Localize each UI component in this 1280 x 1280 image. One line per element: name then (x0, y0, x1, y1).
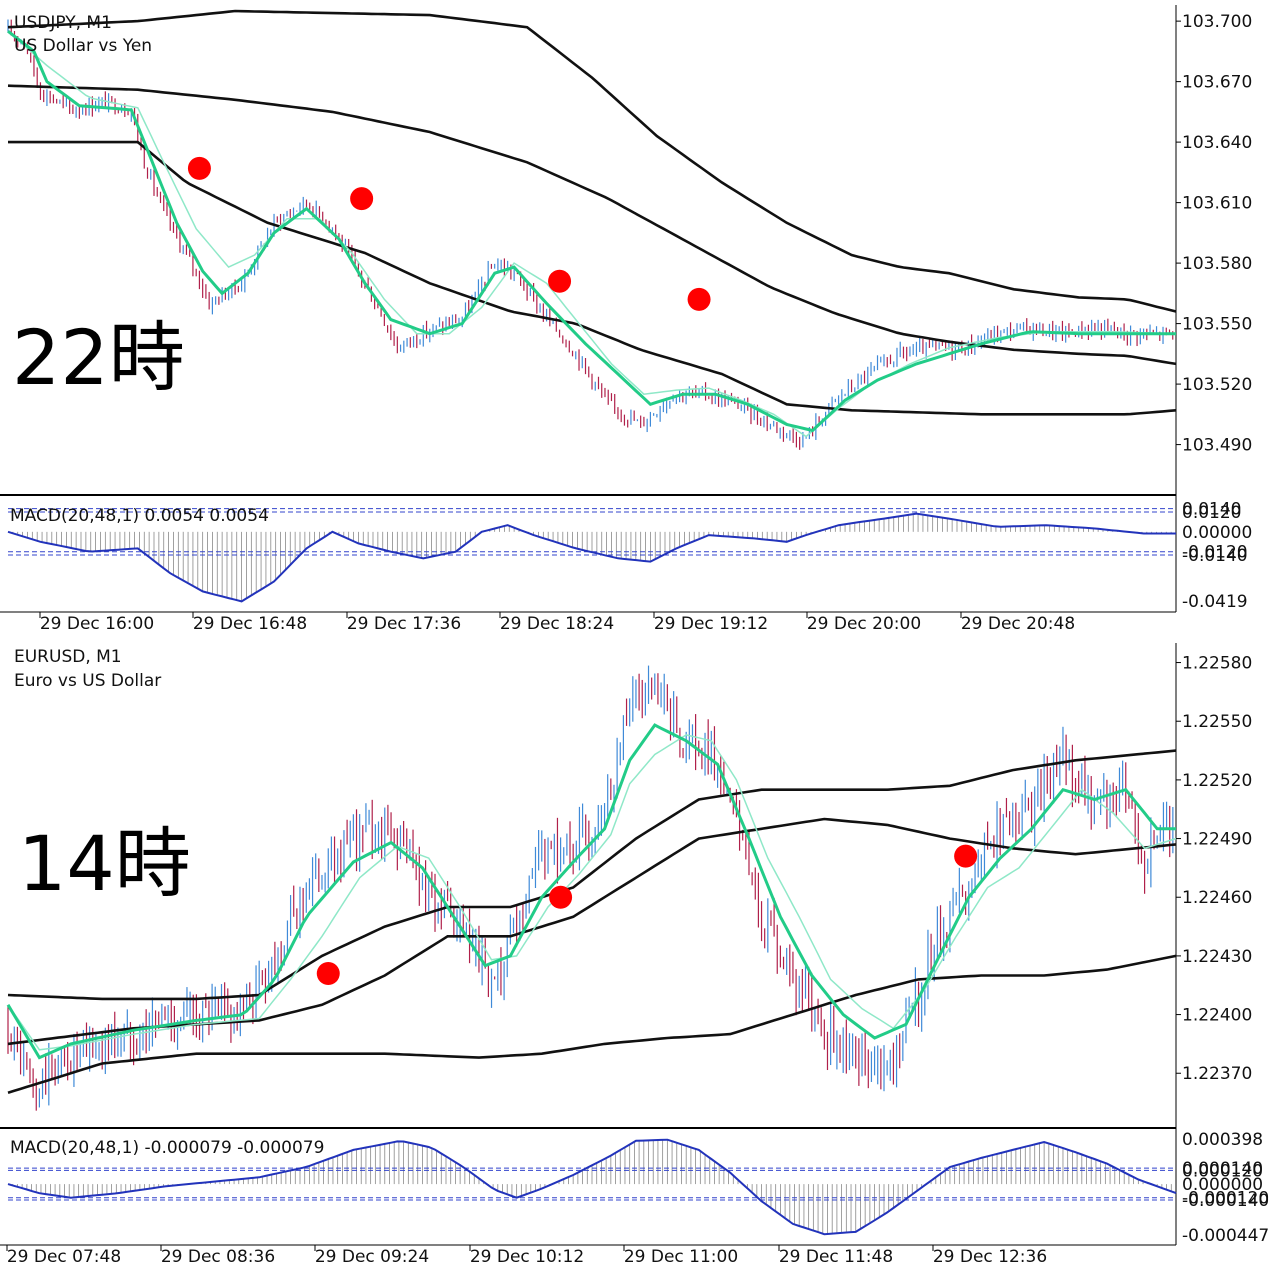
macd-y-tick-label: 0.00000 (1182, 523, 1252, 543)
x-tick-label: 29 Dec 18:24 (500, 614, 614, 634)
macd-signal-line (7, 512, 1176, 603)
macd-y-tick-label: -0.000140 (1182, 1191, 1269, 1211)
symbol-description: US Dollar vs Yen (14, 36, 152, 56)
macd-histogram (12, 1139, 1172, 1234)
signal-dot (187, 156, 211, 180)
y-tick-label: 103.550 (1182, 315, 1252, 335)
signal-dot (350, 187, 374, 211)
x-tick-label: 29 Dec 20:00 (807, 614, 921, 634)
macd-y-tick-label: -0.0120 (1182, 543, 1248, 563)
y-tick-label: 103.700 (1182, 12, 1252, 32)
macd-y-tick-label: -0.000447 (1182, 1226, 1269, 1246)
symbol-description: Euro vs US Dollar (14, 671, 161, 691)
x-tick-label: 29 Dec 09:24 (315, 1247, 429, 1267)
y-tick-label: 103.580 (1182, 254, 1252, 274)
band-upper-line (7, 749, 1177, 1001)
x-tick-label: 29 Dec 10:12 (470, 1247, 584, 1267)
y-tick-label: 1.22550 (1182, 712, 1252, 732)
signal-dot (549, 885, 573, 909)
macd-y-tick-label: 0.0140 (1182, 500, 1241, 520)
x-tick-label: 29 Dec 12:36 (933, 1247, 1047, 1267)
y-tick-label: 103.610 (1182, 194, 1252, 214)
chart-panel-1: 103.700 103.670 103.640 103.610 103.580 103.5… (0, 5, 1252, 634)
ma-fast-line (6, 723, 1176, 1060)
x-tick-label: 29 Dec 16:00 (40, 614, 154, 634)
macd-y-tick-label: 0.000000 (1182, 1175, 1263, 1195)
band-middle-line (7, 84, 1177, 366)
macd-histogram (12, 513, 1172, 602)
y-tick-label: 1.22580 (1182, 654, 1252, 674)
symbol-label: EURUSD, M1 (14, 647, 122, 667)
macd-y-tick-label: 0.0120 (1182, 503, 1241, 523)
band-lower-line (7, 954, 1177, 1095)
y-tick-label: 1.22370 (1182, 1064, 1252, 1084)
signal-dot (316, 962, 340, 986)
ma-slow-line (7, 734, 1177, 1051)
y-tick-label: 1.22490 (1182, 830, 1252, 850)
macd-label: MACD(20,48,1) 0.0054 0.0054 (10, 506, 269, 526)
band-lower-line (8, 140, 1177, 416)
chart-panel-2: 1.22580 1.22550 1.22520 1.22490 1.22460 1.224… (0, 643, 1269, 1267)
band-upper-line (7, 9, 1177, 313)
signal-dot (954, 844, 978, 868)
macd-y-tick-label: -0.0140 (1182, 546, 1248, 566)
macd-label: MACD(20,48,1) -0.000079 -0.000079 (10, 1138, 324, 1158)
macd-y-tick-label: -0.000120 (1182, 1189, 1269, 1209)
x-tick-label: 29 Dec 20:48 (961, 614, 1075, 634)
macd-y-tick-label: 0.000140 (1182, 1159, 1263, 1179)
y-tick-label: 1.22430 (1182, 947, 1252, 967)
x-tick-label: 29 Dec 19:12 (654, 614, 768, 634)
y-tick-label: 103.490 (1182, 436, 1252, 456)
overlay-time-label: 22時 (12, 313, 185, 402)
signal-dot (548, 269, 572, 293)
ma-fast-line (7, 30, 1176, 433)
x-tick-label: 29 Dec 07:48 (7, 1247, 121, 1267)
y-tick-label: 103.520 (1182, 375, 1252, 395)
x-tick-label: 29 Dec 11:48 (779, 1247, 893, 1267)
macd-signal-line (7, 1138, 1177, 1236)
y-tick-label: 103.640 (1182, 133, 1252, 153)
y-tick-label: 103.670 (1182, 73, 1252, 93)
x-tick-label: 29 Dec 08:36 (161, 1247, 275, 1267)
macd-y-tick-label: 0.000120 (1182, 1161, 1263, 1181)
macd-y-tick-label: 0.000398 (1182, 1130, 1263, 1150)
x-tick-label: 29 Dec 17:36 (347, 614, 461, 634)
x-tick-label: 29 Dec 11:00 (624, 1247, 738, 1267)
y-tick-label: 1.22520 (1182, 771, 1252, 791)
signal-dot (687, 287, 711, 311)
macd-y-tick-label: -0.0419 (1182, 592, 1248, 612)
ma-slow-line (7, 30, 1177, 438)
y-tick-label: 1.22460 (1182, 888, 1252, 908)
overlay-time-label: 14時 (18, 819, 191, 908)
y-tick-label: 1.22400 (1182, 1006, 1252, 1026)
symbol-label: USDJPY, M1 (14, 13, 112, 33)
x-tick-label: 29 Dec 16:48 (193, 614, 307, 634)
